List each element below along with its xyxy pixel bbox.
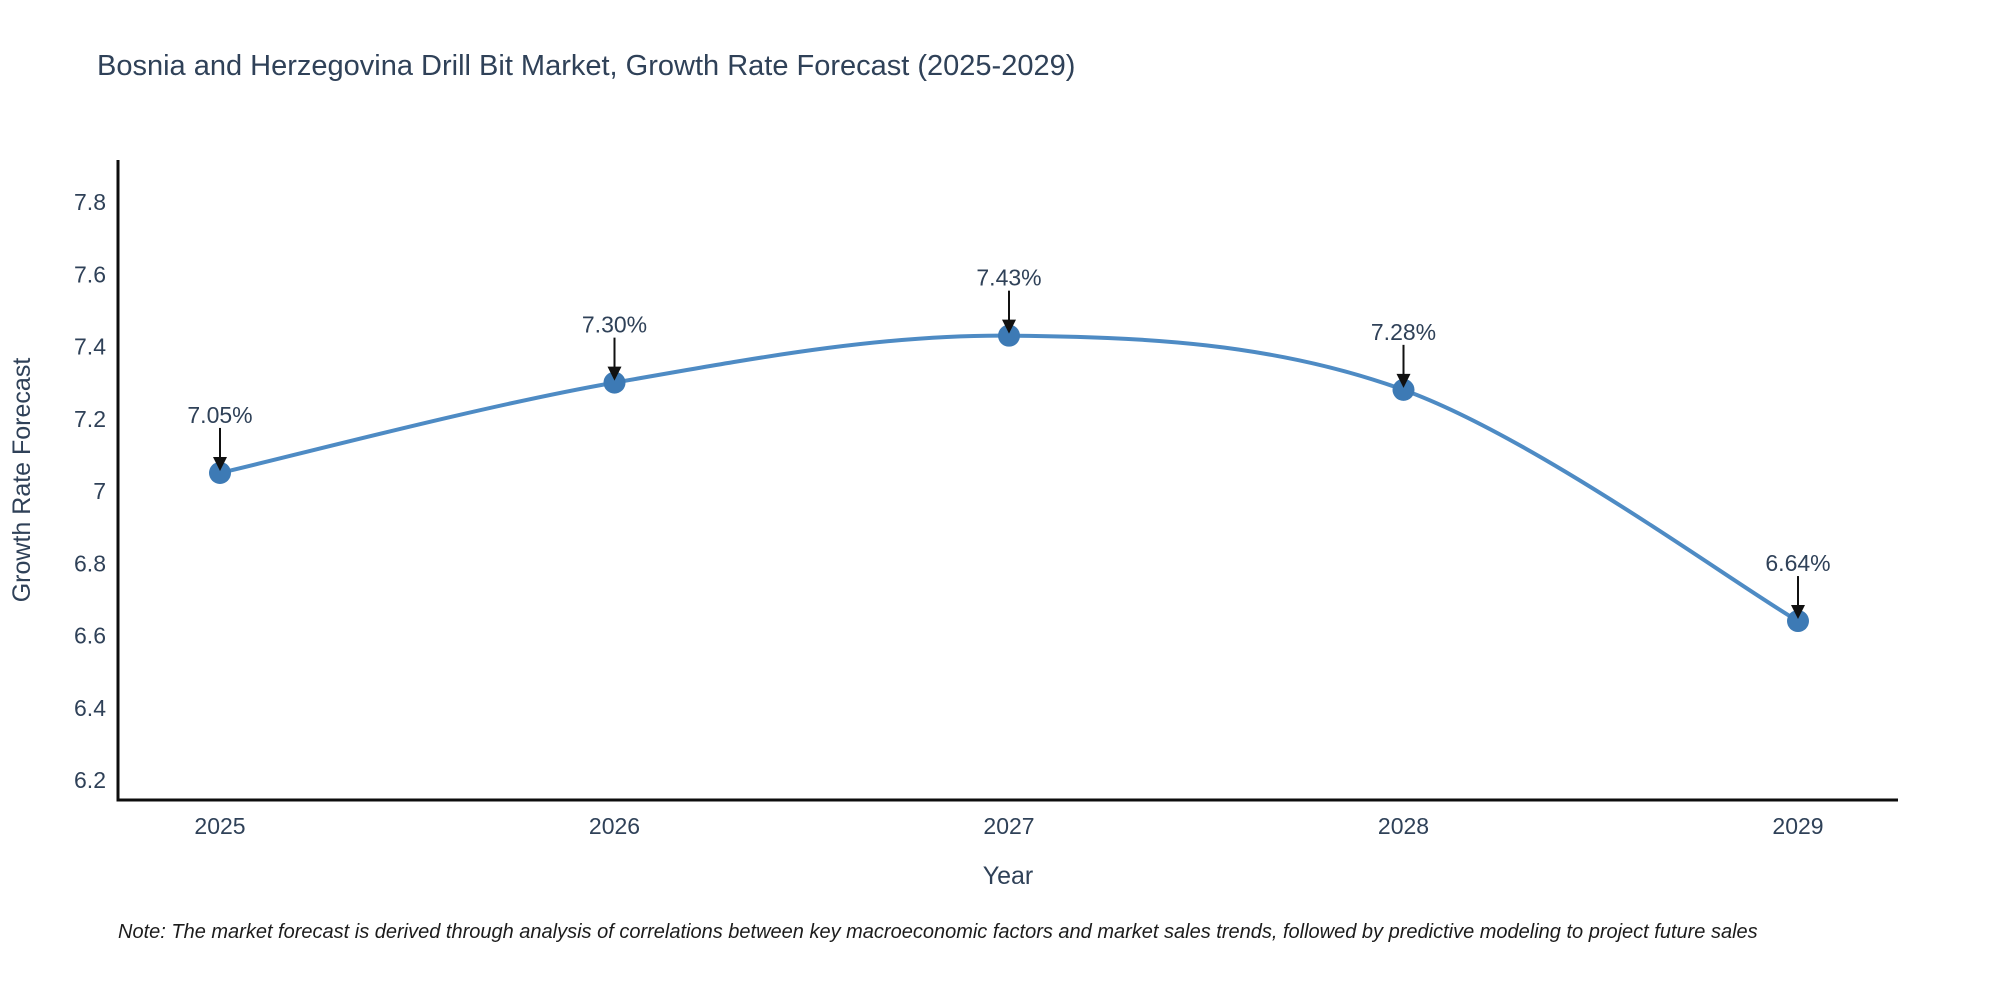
annotation-label: 7.30% [582, 312, 647, 338]
data-point-2027[interactable] [998, 324, 1020, 347]
y-tick-label: 6.6 [74, 623, 106, 649]
x-tick-label: 2028 [1378, 813, 1429, 839]
annotation-label: 7.28% [1371, 319, 1436, 345]
annotation-arrow-head-icon [1396, 373, 1411, 388]
x-tick-label: 2025 [194, 813, 245, 839]
x-tick-label: 2029 [1772, 813, 1823, 839]
data-point-2028[interactable] [1392, 378, 1415, 401]
annotation-arrow-head-icon [607, 366, 622, 381]
data-point-2025[interactable] [209, 461, 231, 484]
x-tick-label: 2027 [983, 813, 1034, 839]
y-tick-label: 6.8 [74, 550, 106, 576]
x-axis-tick-labels: 2025 2026 2027 2028 2029 [194, 813, 1823, 839]
annotation-label: 7.43% [976, 265, 1041, 291]
y-tick-label: 7.6 [74, 261, 106, 287]
y-tick-label: 7 [93, 478, 106, 504]
y-axis-title: Growth Rate Forecast [8, 358, 36, 603]
forecast-line-series [219, 333, 1800, 623]
data-point-2026[interactable] [603, 371, 626, 394]
x-tick-label: 2026 [589, 813, 640, 839]
y-tick-label: 7.8 [74, 189, 106, 215]
y-tick-label: 6.4 [74, 695, 106, 721]
annotation-label: 6.64% [1765, 550, 1830, 576]
x-axis-title: Year [983, 862, 1034, 890]
data-point-2029[interactable] [1787, 610, 1809, 633]
annotation-arrow-head-icon [213, 456, 227, 471]
forecast-line [219, 333, 1800, 623]
data-point-markers [209, 324, 1809, 633]
annotation-arrow-head-icon [1002, 319, 1016, 334]
y-axis-tick-labels: 6.2 6.4 6.6 6.8 7 7.2 7.4 7.6 7.8 [74, 189, 106, 793]
data-point-annotations: 7.05% 7.30% 7.43% 7.28% 6.64% [187, 265, 1831, 620]
annotation-label: 7.05% [187, 402, 252, 428]
annotation-arrow-head-icon [1791, 605, 1805, 620]
y-tick-label: 7.2 [74, 406, 106, 432]
chart-title: Bosnia and Herzegovina Drill Bit Market,… [97, 50, 1076, 82]
y-tick-label: 6.2 [74, 767, 106, 793]
y-tick-label: 7.4 [74, 334, 106, 360]
footnote: Note: The market forecast is derived thr… [118, 921, 1758, 943]
